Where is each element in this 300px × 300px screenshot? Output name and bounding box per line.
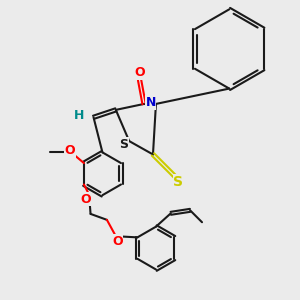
- Text: N: N: [146, 96, 156, 109]
- Text: S: S: [173, 175, 183, 189]
- Text: O: O: [80, 193, 91, 206]
- Text: O: O: [112, 235, 123, 248]
- Text: H: H: [74, 109, 85, 122]
- Text: O: O: [134, 66, 145, 79]
- Text: O: O: [64, 144, 75, 158]
- Text: S: S: [119, 138, 128, 151]
